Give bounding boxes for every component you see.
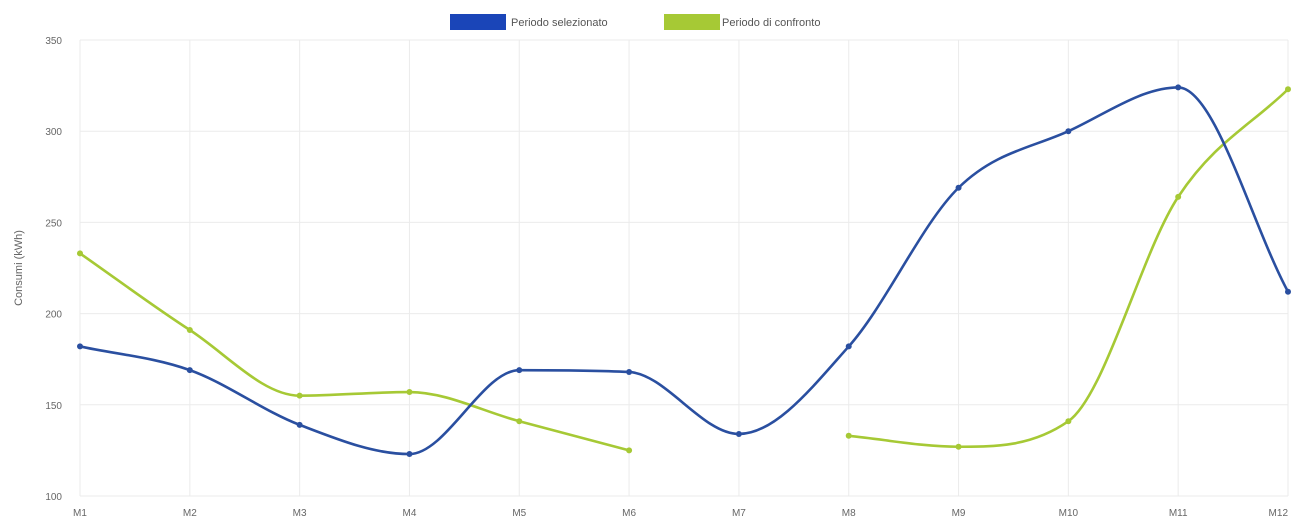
data-point[interactable]	[1285, 86, 1291, 93]
data-point[interactable]	[955, 184, 962, 191]
legend-label: Periodo selezionato	[511, 17, 608, 29]
y-axis-title: Consumi (kWh)	[13, 230, 25, 306]
series-group	[77, 84, 1291, 458]
data-point[interactable]	[77, 250, 83, 257]
data-point[interactable]	[296, 421, 303, 428]
data-point[interactable]	[1065, 418, 1072, 425]
x-tick-label: M5	[512, 508, 526, 519]
y-tick-label: 200	[45, 310, 62, 321]
x-tick-label: M12	[1269, 508, 1289, 519]
data-point[interactable]	[296, 392, 303, 399]
series-line	[78, 86, 1290, 456]
data-point[interactable]	[406, 451, 413, 458]
y-tick-label: 150	[45, 401, 62, 412]
data-point[interactable]	[406, 389, 413, 396]
x-tick-label: M10	[1059, 508, 1079, 519]
data-point[interactable]	[626, 447, 633, 454]
data-point[interactable]	[186, 367, 193, 374]
legend-swatch	[450, 14, 506, 30]
data-point[interactable]	[1175, 84, 1182, 91]
series-line	[78, 252, 631, 452]
y-tick-label: 250	[45, 218, 62, 229]
data-point[interactable]	[516, 367, 523, 374]
series-1	[77, 84, 1291, 458]
x-tick-label: M4	[403, 508, 417, 519]
x-tick-label: M8	[842, 508, 856, 519]
data-point[interactable]	[1065, 128, 1072, 135]
legend-item[interactable]: Periodo di confronto	[664, 14, 820, 30]
x-tick-label: M3	[293, 508, 307, 519]
data-point[interactable]	[845, 432, 852, 439]
grid	[79, 39, 1289, 497]
x-tick-label: M7	[732, 508, 746, 519]
y-tick-label: 100	[45, 492, 62, 503]
x-tick-label: M2	[183, 508, 197, 519]
data-point[interactable]	[1285, 288, 1291, 295]
legend-item[interactable]: Periodo selezionato	[450, 14, 608, 30]
data-point[interactable]	[186, 327, 193, 334]
y-tick-label: 300	[45, 127, 62, 138]
data-point[interactable]	[735, 430, 742, 437]
data-point[interactable]	[1175, 193, 1182, 200]
data-point[interactable]	[845, 343, 852, 350]
legend[interactable]: Periodo selezionato Periodo di confronto	[450, 14, 820, 30]
x-tick-label: M11	[1169, 508, 1188, 519]
x-tick-label: M9	[952, 508, 966, 519]
data-point[interactable]	[77, 343, 83, 350]
data-point[interactable]	[516, 418, 523, 425]
series-2	[77, 86, 1291, 454]
data-point[interactable]	[626, 368, 633, 375]
series-line	[847, 87, 1290, 449]
data-point[interactable]	[955, 443, 962, 450]
legend-label: Periodo di confronto	[722, 17, 820, 29]
x-tick-label: M6	[622, 508, 636, 519]
legend-swatch	[664, 14, 720, 30]
axes: Consumi (kWh) 100 150 200 250 300 350 M1 M2 M3 M4…	[13, 36, 1288, 519]
y-tick-label: 350	[45, 36, 62, 47]
x-tick-label: M1	[73, 508, 87, 519]
